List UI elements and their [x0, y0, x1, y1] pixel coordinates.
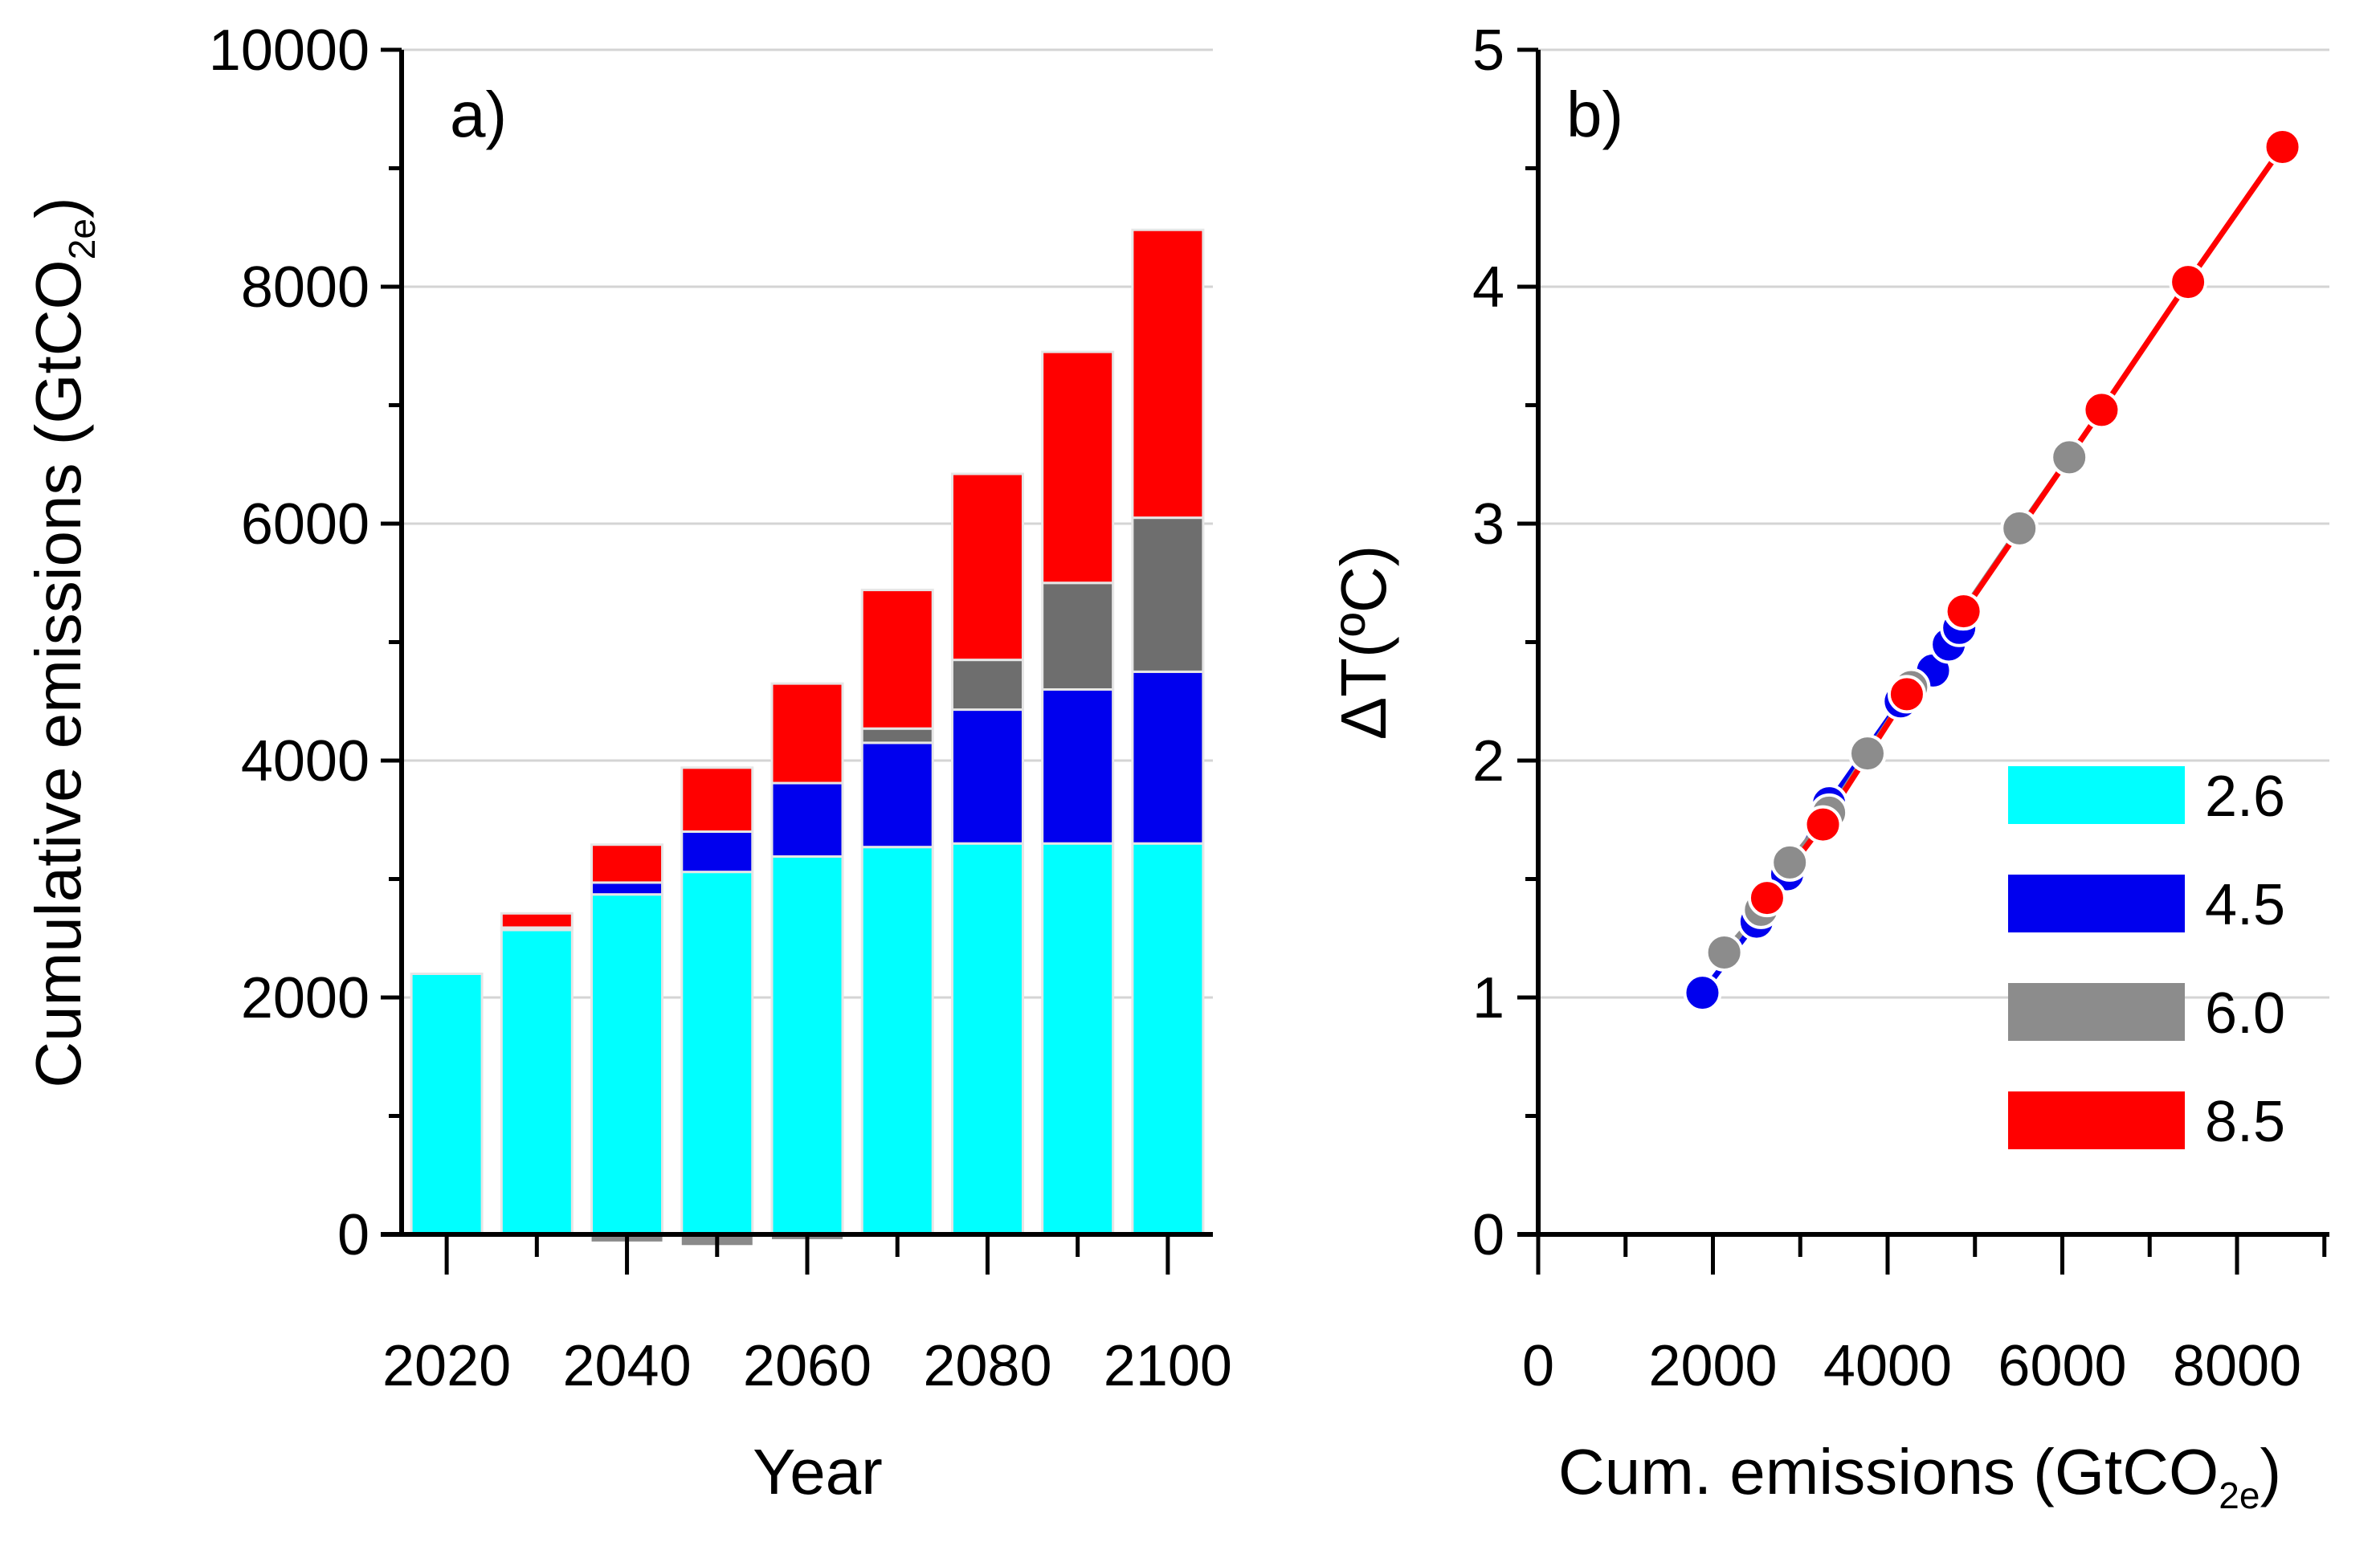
- panel-b-y-tick-label: 2: [1472, 729, 1504, 793]
- point-rcp-6-0: [1847, 734, 1887, 773]
- legend-swatch-rcp-4-5: [2008, 875, 2185, 932]
- panel-a-y-tick-labels: 0 2000 4000 6000 8000 10000: [209, 18, 369, 1267]
- panel-a-label: a): [450, 79, 507, 150]
- legend-swatch-rcp-2-6: [2008, 766, 2185, 824]
- bar-2100-rcp-4-5: [1131, 670, 1205, 845]
- bar-2070-rcp-4-5: [860, 741, 934, 849]
- bar-2040-rcp-8-5: [590, 843, 664, 884]
- panel-a-y-axis-title-close: ): [22, 197, 94, 218]
- bar-2080-rcp-8-5: [950, 472, 1024, 662]
- panel-b-legend: 2.6 4.5 6.0 8.5: [2008, 765, 2285, 1154]
- bar-2060-rcp-4-5: [770, 781, 844, 858]
- panel-a-y-tick-label: 6000: [241, 492, 369, 557]
- panel-b-x-tick-labels: 0 2000 4000 6000 8000: [1522, 1334, 2301, 1398]
- bar-2080-rcp-2-6: [950, 842, 1024, 1236]
- panel-b-y-tick-labels: 0 1 2 3 4 5: [1472, 18, 1504, 1267]
- panel-a-x-tick-label: 2080: [923, 1334, 1051, 1398]
- bar-2090-rcp-2-6: [1041, 842, 1115, 1236]
- panel-a-x-tick-label: 2040: [562, 1334, 691, 1398]
- panel-a-y-tick-label: 2000: [241, 966, 369, 1030]
- bar-2100-rcp-6-0: [1131, 516, 1205, 673]
- panel-a-axes: [381, 47, 1213, 1275]
- panel-b-x-tick-label: 6000: [1998, 1334, 2126, 1398]
- bar-2050-rcp-8-5: [680, 766, 754, 833]
- panel-b-y-tick-label: 0: [1472, 1203, 1504, 1267]
- panel-a-x-tick-label: 2100: [1104, 1334, 1232, 1398]
- bar-2050-rcp-4-5: [680, 830, 754, 874]
- bar-2100-rcp-8-5: [1131, 228, 1205, 520]
- panel-b-label: b): [1566, 79, 1623, 150]
- panel-a-y-tick-label: 8000: [241, 255, 369, 320]
- panel-b-scatter-chart: 0 1 2 3 4 5 0 2000 4000 6000 8000 2.6 4.5 6.0 8.5 b)…: [1328, 18, 2329, 1516]
- bar-2090-rcp-4-5: [1041, 688, 1115, 845]
- legend-swatch-rcp-6-0: [2008, 983, 2185, 1041]
- panel-b-y-tick-label: 1: [1472, 966, 1504, 1030]
- bar-2070-rcp-8-5: [860, 589, 934, 730]
- panel-b-x-tick-label: 8000: [2173, 1334, 2301, 1398]
- panel-a-x-tick-label: 2020: [382, 1334, 511, 1398]
- panel-b-x-tick-label: 0: [1522, 1334, 1554, 1398]
- bar-2080-rcp-4-5: [950, 708, 1024, 845]
- panel-b-y-tick-label: 3: [1472, 492, 1504, 557]
- point-rcp-6-0: [2050, 438, 2089, 477]
- bar-2020-rcp-2-6: [410, 973, 484, 1236]
- point-rcp-6-0: [1704, 932, 1744, 972]
- panel-b-points: [1683, 127, 2302, 1013]
- panel-a-x-axis-title: Year: [753, 1436, 883, 1507]
- bar-2040-rcp-4-5: [590, 881, 664, 896]
- panel-a-bars: [410, 228, 1205, 1246]
- point-rcp-8-5: [1887, 675, 1926, 714]
- panel-b-gridlines: [1538, 48, 2329, 999]
- panel-b-x-tick-label: 4000: [1823, 1334, 1952, 1398]
- point-rcp-8-5: [2263, 127, 2302, 166]
- point-rcp-4-5: [1683, 973, 1722, 1013]
- panel-a-x-tick-label: 2060: [743, 1334, 872, 1398]
- point-rcp-8-5: [2169, 263, 2208, 302]
- point-rcp-6-0: [2000, 508, 2039, 548]
- panel-a-y-axis-title-main: Cumulative emissions (GtCO: [22, 259, 94, 1087]
- point-rcp-6-0: [1770, 842, 1810, 882]
- bar-2060-rcp-2-6: [770, 855, 844, 1236]
- panel-b-y-axis-title: ΔT(ºC): [1328, 545, 1399, 740]
- panel-b-axes: [1517, 47, 2329, 1275]
- bar-2090-rcp-6-0: [1041, 581, 1115, 691]
- panel-b-x-tick-label: 2000: [1648, 1334, 1777, 1398]
- point-rcp-8-5: [1803, 805, 1843, 844]
- point-rcp-8-5: [1747, 879, 1786, 918]
- panel-b-x-axis-title-close: ): [2260, 1436, 2281, 1507]
- panel-b-y-tick-label: 4: [1472, 255, 1504, 320]
- panel-b-y-tick-label: 5: [1472, 18, 1504, 83]
- bar-2070-rcp-6-0: [860, 727, 934, 744]
- legend-label-rcp-2-6: 2.6: [2205, 765, 2285, 829]
- panel-a-x-tick-labels: 2020 2040 2060 2080 2100: [382, 1334, 1232, 1398]
- bar-2030-rcp-2-6: [500, 928, 574, 1236]
- panel-b-x-axis-title-subscript: 2e: [2219, 1475, 2260, 1516]
- bar-2030-rcp-8-5: [500, 912, 574, 929]
- panel-b-x-axis-title-main: Cum. emissions (GtCO: [1558, 1436, 2219, 1507]
- panel-a-y-axis-title: Cumulative emissions (GtCO2e): [22, 197, 103, 1087]
- panel-a-y-tick-label: 4000: [241, 729, 369, 793]
- legend-label-rcp-6-0: 6.0: [2205, 981, 2285, 1046]
- bar-2080-rcp-6-0: [950, 659, 1024, 712]
- panel-a-y-tick-label: 10000: [209, 18, 369, 83]
- bar-2070-rcp-2-6: [860, 846, 934, 1236]
- panel-a-y-axis-title-subscript: 2e: [61, 218, 103, 259]
- bar-2050-rcp-2-6: [680, 871, 754, 1236]
- point-rcp-8-5: [2082, 390, 2121, 430]
- bar-2090-rcp-8-5: [1041, 350, 1115, 585]
- point-rcp-8-5: [1944, 592, 1983, 631]
- legend-label-rcp-4-5: 4.5: [2205, 873, 2285, 937]
- bar-2100-rcp-2-6: [1131, 842, 1205, 1236]
- bar-2060-rcp-8-5: [770, 682, 844, 785]
- panel-a-y-tick-label: 0: [337, 1203, 369, 1267]
- bar-2040-rcp-2-6: [590, 893, 664, 1236]
- legend-label-rcp-8-5: 8.5: [2205, 1090, 2285, 1154]
- panel-b-x-axis-title: Cum. emissions (GtCO2e): [1558, 1436, 2281, 1516]
- legend-swatch-rcp-8-5: [2008, 1091, 2185, 1149]
